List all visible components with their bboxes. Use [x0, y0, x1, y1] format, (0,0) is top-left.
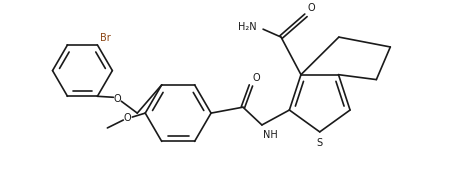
Text: Br: Br — [101, 33, 111, 43]
Text: O: O — [123, 113, 131, 123]
Text: O: O — [253, 73, 260, 83]
Text: S: S — [317, 138, 323, 148]
Text: NH: NH — [263, 130, 278, 140]
Text: O: O — [308, 3, 316, 13]
Text: O: O — [113, 94, 121, 104]
Text: H₂N: H₂N — [239, 22, 257, 32]
